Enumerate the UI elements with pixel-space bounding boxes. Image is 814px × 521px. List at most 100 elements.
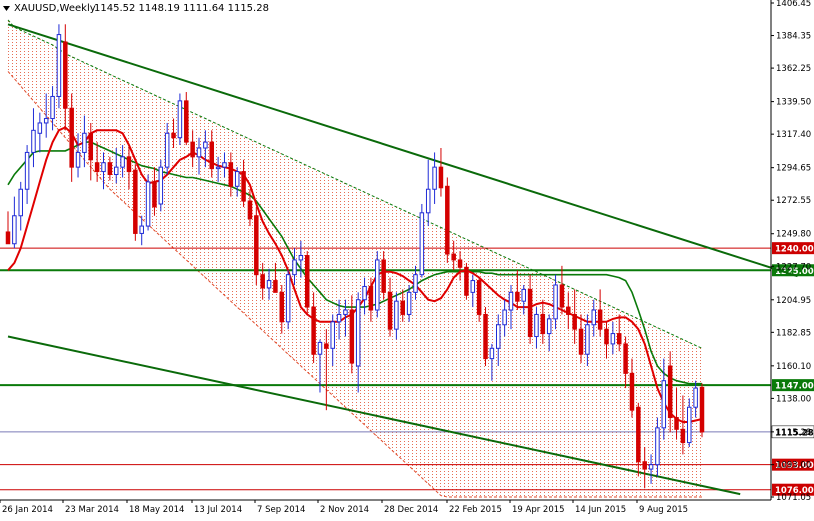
- candle: [674, 388, 679, 440]
- candle-body: [674, 417, 679, 430]
- candle-body: [387, 291, 393, 330]
- candle-body: [126, 156, 132, 173]
- candle-body: [667, 365, 673, 419]
- candle: [476, 277, 482, 322]
- candle-body: [642, 461, 647, 470]
- candle: [553, 274, 558, 330]
- candle: [292, 248, 297, 285]
- candle-body: [279, 291, 285, 323]
- candle: [298, 240, 304, 278]
- candle: [540, 299, 546, 344]
- candle-body: [540, 313, 546, 335]
- candle: [438, 148, 444, 197]
- candle-body: [31, 129, 36, 153]
- candle-body: [152, 181, 157, 208]
- candle-body: [355, 299, 361, 367]
- price-tick-label: 1362.25: [776, 64, 811, 74]
- time-tick-label: 28 Dec 2014: [384, 505, 438, 515]
- candle: [101, 152, 106, 190]
- candles: [5, 24, 705, 489]
- candle: [5, 211, 11, 245]
- level-label-1093.00: 1093.00: [775, 461, 814, 471]
- candle-body: [171, 132, 176, 139]
- candle: [37, 112, 43, 153]
- price-tick-label: 1294.65: [776, 164, 811, 174]
- candle: [164, 122, 170, 175]
- candle-body: [18, 188, 23, 217]
- time-tick-label: 13 Jul 2014: [194, 505, 242, 515]
- candle-body: [184, 100, 189, 143]
- candle: [400, 289, 406, 322]
- triangle-down-icon[interactable]: [3, 6, 10, 11]
- candle: [368, 277, 374, 322]
- candle-body: [661, 380, 667, 429]
- candle-body: [336, 313, 342, 323]
- candle-body: [394, 300, 399, 330]
- candle: [381, 251, 386, 300]
- candle-body: [254, 215, 259, 276]
- tenkan-line: [7, 126, 703, 423]
- candle-body: [591, 309, 597, 326]
- candle: [203, 130, 208, 168]
- candle-body: [693, 387, 698, 408]
- candle: [330, 314, 335, 366]
- candle: [667, 351, 673, 433]
- candle: [107, 156, 113, 181]
- candle: [445, 177, 450, 263]
- price-tick-label: 1138.00: [776, 394, 811, 404]
- level-tag-1240.00: [772, 242, 814, 255]
- candle-body: [432, 166, 437, 190]
- price-tick-label: 1182.85: [776, 328, 811, 338]
- candle-body: [113, 166, 119, 176]
- candle: [559, 265, 565, 315]
- candle-body: [655, 427, 660, 466]
- level-label-1225.00: 1225.00: [775, 267, 814, 277]
- candle: [362, 277, 367, 315]
- candle: [63, 24, 68, 131]
- candle: [693, 380, 698, 418]
- time-tick-label: 19 Apr 2015: [512, 505, 565, 515]
- candle: [572, 289, 577, 344]
- candle-body: [37, 122, 43, 134]
- candle-body: [50, 95, 55, 120]
- candle-body: [215, 166, 221, 170]
- candle: [464, 262, 469, 300]
- level-label-1147.00: 1147.00: [775, 382, 814, 392]
- price-tick-label: 1160.10: [776, 362, 811, 372]
- candle: [623, 336, 628, 389]
- candle-body: [343, 309, 348, 315]
- candle-body: [247, 200, 253, 220]
- candle-body: [515, 291, 520, 302]
- candle: [50, 86, 55, 131]
- candle: [241, 159, 246, 207]
- candle: [629, 358, 635, 418]
- candle-body: [680, 428, 686, 444]
- candle: [585, 314, 590, 366]
- candle-body: [566, 306, 571, 315]
- candle-body: [190, 141, 195, 158]
- candle-body: [375, 259, 380, 311]
- candle-body: [139, 225, 144, 234]
- candle: [94, 142, 100, 182]
- candle: [190, 130, 195, 168]
- candle-body: [425, 188, 431, 214]
- candle-body: [82, 132, 87, 153]
- candle-body: [330, 321, 335, 349]
- candle: [158, 159, 164, 212]
- candle: [502, 299, 507, 337]
- candle: [489, 343, 495, 381]
- candle-body: [476, 280, 482, 315]
- candle-body: [292, 259, 297, 276]
- candle-body: [578, 328, 584, 355]
- candle: [394, 292, 399, 340]
- candle: [597, 289, 603, 337]
- ohlc-readout: 1145.52 1148.19 1111.64 1115.28: [94, 3, 269, 14]
- level-label-1115.28: 1115.28: [775, 428, 814, 438]
- candle: [680, 395, 686, 455]
- candle: [406, 284, 412, 322]
- candle-body: [222, 162, 227, 168]
- candle-body: [107, 162, 113, 176]
- price-tick-label: 1317.40: [776, 130, 811, 140]
